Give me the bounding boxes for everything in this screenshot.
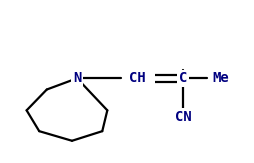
Text: Me: Me: [212, 71, 228, 85]
Text: N: N: [73, 71, 81, 85]
Text: CN: CN: [174, 110, 190, 124]
Text: C: C: [178, 71, 186, 85]
Text: CH: CH: [129, 71, 145, 85]
